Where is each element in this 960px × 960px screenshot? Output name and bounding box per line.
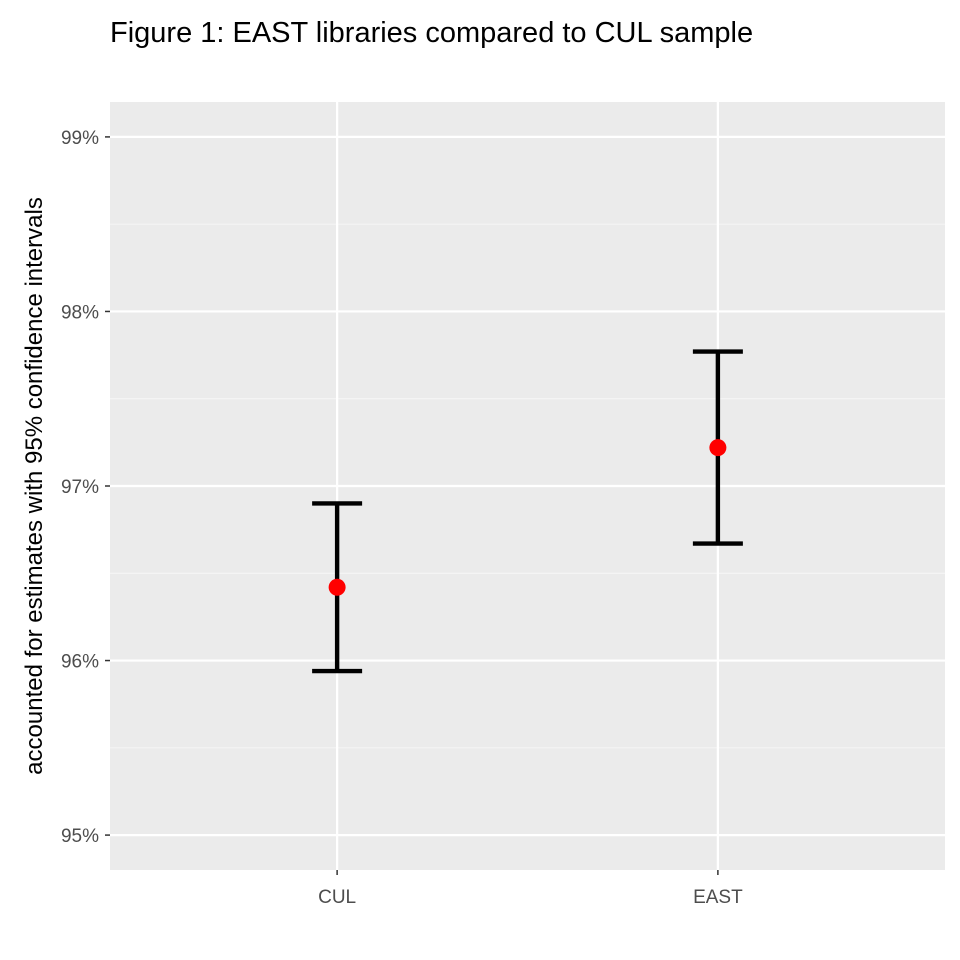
chart-title: Figure 1: EAST libraries compared to CUL…	[110, 17, 753, 49]
y-axis-label: accounted for estimates with 95% confide…	[21, 197, 48, 775]
y-tick-label: 98%	[61, 302, 99, 323]
plot-marks	[312, 349, 743, 674]
x-tick-label: CUL	[318, 887, 356, 908]
estimate-point	[328, 578, 346, 596]
x-axis: CUL EAST	[318, 870, 743, 908]
estimate-point	[709, 439, 727, 457]
y-tick-label: 96%	[61, 652, 99, 673]
x-tick-label: EAST	[693, 887, 743, 908]
y-tick-label: 97%	[61, 477, 99, 498]
y-tick-label: 99%	[61, 128, 99, 149]
y-tick-label: 95%	[61, 826, 99, 847]
y-axis: 95% 96% 97% 98% 99%	[61, 128, 110, 847]
